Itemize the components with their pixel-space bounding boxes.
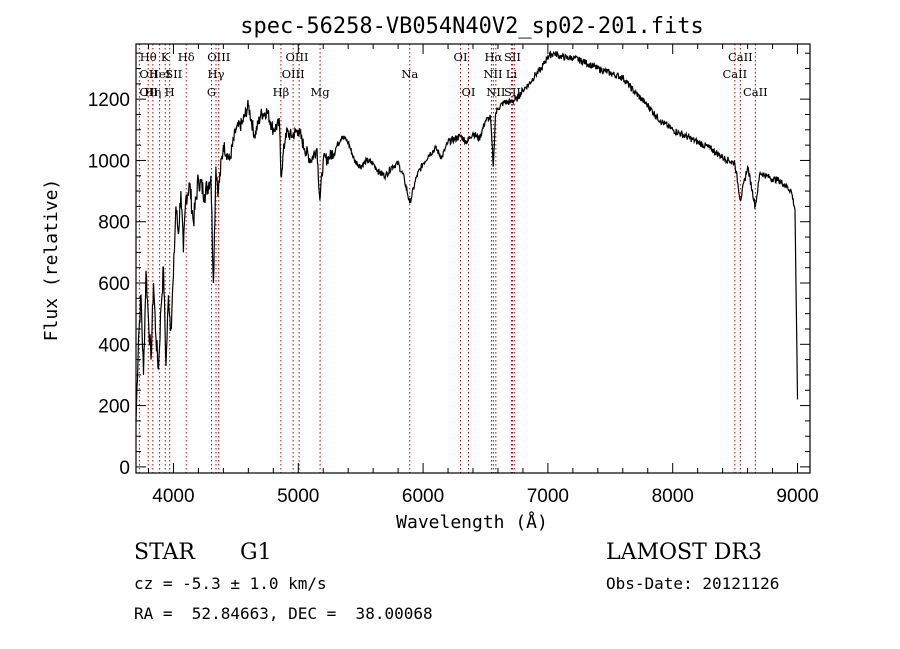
chart-title: spec-56258-VB054N40V2_sp02-201.fits: [240, 14, 704, 39]
flux-series-line: [135, 50, 799, 421]
observation-date: Obs-Date: 20121126: [606, 574, 780, 593]
spectral-line-label: Li: [506, 67, 518, 81]
spectral-line-label: K: [161, 50, 170, 64]
spectral-line-label: Hβ: [273, 85, 290, 99]
x-axis-title: Wavelength (Å): [396, 511, 548, 533]
spectral-line-label: SII: [504, 50, 521, 64]
y-axis-title: Flux (relative): [41, 179, 62, 342]
spectral-line-label: OII: [139, 85, 158, 99]
y-tick-label: 800: [98, 213, 130, 234]
y-axis-ticks: 0 200 400 600 800 1000 1200: [88, 52, 810, 479]
spectral-line-label: Hδ: [178, 50, 195, 64]
spectral-line-label: NII: [483, 67, 502, 81]
spectral-line-label: SII: [165, 67, 182, 81]
y-tick-label: 1000: [88, 151, 130, 172]
y-tick-label: 400: [98, 335, 130, 356]
spectral-line-label: OIII: [282, 67, 305, 81]
spectral-line-label: OII: [139, 67, 158, 81]
y-tick-label: 200: [98, 397, 130, 418]
spectral-line-label: OIII: [207, 50, 230, 64]
x-tick-label: 5000: [277, 486, 319, 507]
spectral-line-label: Hθ: [140, 50, 157, 64]
spectral-line-label: OI: [462, 85, 476, 99]
spectral-line-label: Hη: [144, 85, 161, 99]
spectral-line-label: H: [165, 85, 175, 99]
redshift-value: cz = -5.3 ± 1.0 km/s: [134, 574, 327, 593]
object-class: STAR: [134, 540, 195, 565]
spectral-line-label: OI: [454, 50, 468, 64]
spectral-line-label: Mg: [311, 85, 331, 99]
spectral-line-label: G: [207, 85, 216, 99]
y-tick-label: 600: [98, 274, 130, 295]
x-axis-ticks: 4000 5000 6000 7000 8000 9000: [147, 44, 819, 507]
x-tick-label: 9000: [776, 486, 818, 507]
spectral-line-label: CaII: [743, 85, 768, 99]
y-tick-label: 1200: [88, 90, 130, 111]
x-tick-label: 8000: [652, 486, 694, 507]
spectral-line-label: Na: [401, 67, 418, 81]
spectral-line-label: Hγ: [208, 67, 225, 81]
spectral-line-label: Hα: [484, 50, 502, 64]
object-subclass: G1: [240, 540, 272, 565]
spectral-line-label: HeI: [149, 67, 170, 81]
spectral-line-label: CaII: [728, 50, 753, 64]
spectral-line-label: SII: [504, 85, 521, 99]
spectral-line-markers: [138, 44, 756, 473]
x-tick-label: 6000: [402, 486, 444, 507]
survey-name: LAMOST DR3: [606, 540, 762, 565]
spectral-line-label: OIII: [285, 50, 308, 64]
y-tick-label: 0: [119, 458, 130, 479]
x-tick-label: 7000: [527, 486, 569, 507]
sky-coordinates: RA = 52.84663, DEC = 38.00068: [134, 604, 433, 623]
plot-frame: [135, 43, 811, 474]
x-tick-label: 4000: [152, 486, 194, 507]
spectral-line-label: CaII: [722, 67, 747, 81]
spectral-line-label: NII: [486, 85, 505, 99]
